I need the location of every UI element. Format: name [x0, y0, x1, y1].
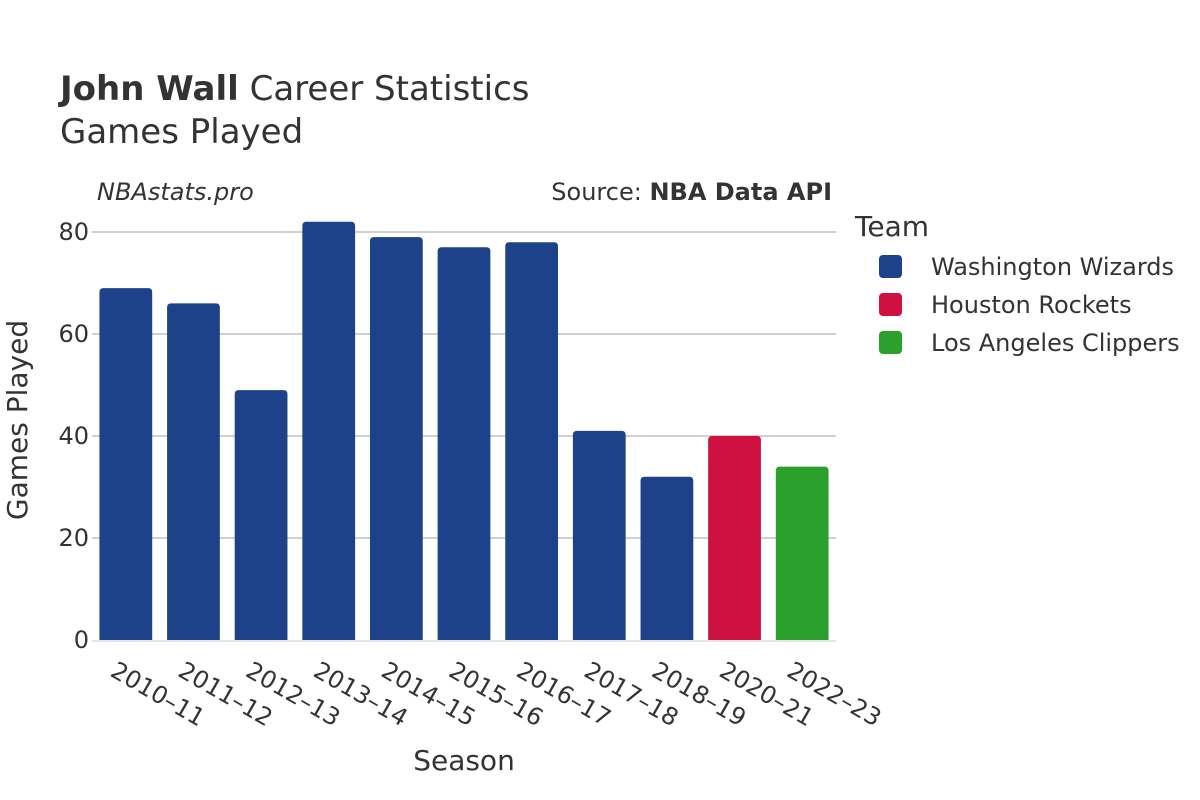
y-tick-label: 80 [58, 218, 89, 246]
bar [572, 430, 626, 640]
y-tick-label: 0 [74, 626, 89, 654]
bar [640, 476, 694, 640]
y-tick-label: 40 [58, 422, 89, 450]
bar [302, 221, 356, 641]
source-prefix: Source: [551, 178, 649, 206]
site-label: NBAstats.pro [97, 178, 254, 206]
x-axis-ticks: 2010–112011–122012–132013–142014–152015–… [106, 656, 886, 732]
y-tick-label: 20 [58, 524, 89, 552]
bar [369, 237, 423, 640]
bar [99, 288, 153, 640]
legend-swatch [879, 255, 902, 278]
y-axis-ticks: 0 20 40 60 80 [58, 218, 89, 654]
source-name: NBA Data API [649, 178, 832, 206]
legend-label: Washington Wizards [931, 253, 1174, 281]
y-tick-label: 60 [58, 320, 89, 348]
legend-swatch [879, 331, 902, 354]
legend-swatch [879, 293, 902, 316]
bar [775, 466, 829, 640]
x-axis-title: Season [413, 744, 515, 777]
bar [437, 247, 491, 641]
legend: Team Washington Wizards Houston Rockets Lo… [854, 210, 1180, 357]
source-label: Source: NBA Data API [551, 178, 832, 206]
legend-title: Team [854, 210, 929, 243]
bar [708, 436, 761, 640]
chart-subtitle: Games Played [60, 112, 303, 152]
bar [505, 242, 559, 640]
legend-items: Washington Wizards Houston Rockets Los Ang… [879, 253, 1180, 357]
bars [99, 221, 829, 641]
bar [167, 303, 220, 640]
legend-label: Los Angeles Clippers [931, 329, 1180, 357]
chart-title-bold: John Wall [58, 69, 239, 109]
legend-label: Houston Rockets [931, 291, 1132, 319]
chart-title: John Wall Career Statistics [58, 69, 529, 109]
y-axis-title: Games Played [1, 320, 34, 520]
bar [234, 390, 288, 640]
chart-title-rest: Career Statistics [239, 69, 530, 109]
